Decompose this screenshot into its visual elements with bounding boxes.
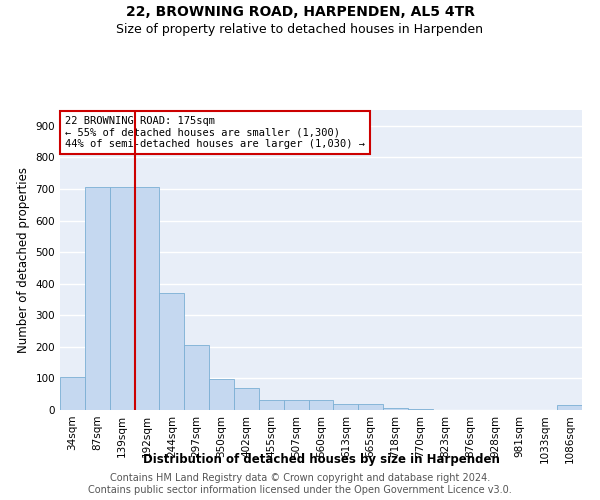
Text: Size of property relative to detached houses in Harpenden: Size of property relative to detached ho…: [116, 22, 484, 36]
Bar: [259, 400, 284, 410]
Bar: [184, 344, 209, 410]
Bar: [334, 404, 358, 410]
Bar: [160, 292, 184, 410]
Bar: [85, 186, 110, 410]
Bar: [234, 388, 259, 410]
Text: 22 BROWNING ROAD: 175sqm
← 55% of detached houses are smaller (1,300)
44% of sem: 22 BROWNING ROAD: 175sqm ← 55% of detach…: [65, 116, 365, 149]
Bar: [134, 186, 160, 410]
Bar: [284, 400, 308, 410]
Bar: [60, 378, 85, 410]
Bar: [383, 408, 408, 410]
Text: 22, BROWNING ROAD, HARPENDEN, AL5 4TR: 22, BROWNING ROAD, HARPENDEN, AL5 4TR: [125, 5, 475, 19]
Bar: [110, 186, 134, 410]
Text: Distribution of detached houses by size in Harpenden: Distribution of detached houses by size …: [143, 452, 499, 466]
Text: Contains HM Land Registry data © Crown copyright and database right 2024.
Contai: Contains HM Land Registry data © Crown c…: [88, 474, 512, 495]
Bar: [308, 400, 334, 410]
Bar: [557, 406, 582, 410]
Bar: [209, 380, 234, 410]
Y-axis label: Number of detached properties: Number of detached properties: [17, 167, 30, 353]
Bar: [358, 404, 383, 410]
Bar: [408, 409, 433, 410]
